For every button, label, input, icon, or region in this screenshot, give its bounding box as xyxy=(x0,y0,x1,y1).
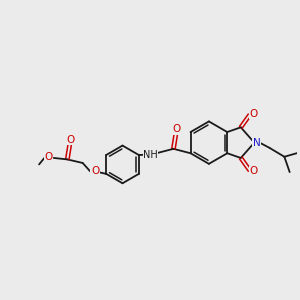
Text: O: O xyxy=(172,124,181,134)
Text: O: O xyxy=(250,167,258,176)
Text: O: O xyxy=(91,167,99,176)
Text: NH: NH xyxy=(143,150,158,160)
Text: O: O xyxy=(250,109,258,119)
Text: N: N xyxy=(253,138,261,148)
Text: O: O xyxy=(66,135,74,145)
Text: O: O xyxy=(44,152,52,162)
